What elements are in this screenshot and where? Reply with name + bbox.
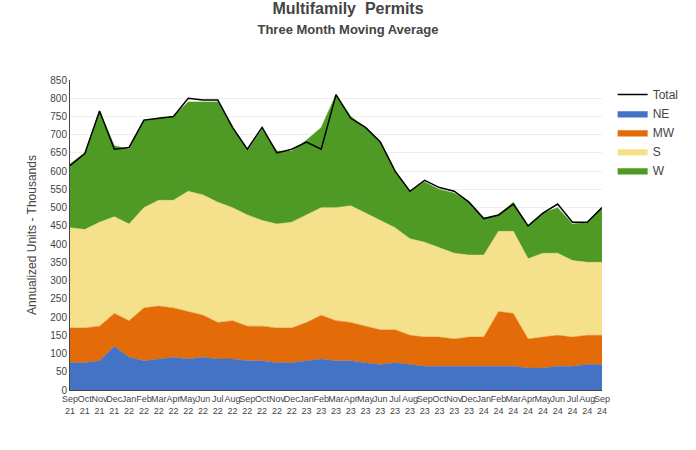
svg-text:Nov21: Nov21	[92, 394, 109, 416]
svg-text:May24: May24	[534, 394, 552, 416]
svg-text:Jun22: Jun22	[196, 394, 211, 416]
svg-text:Jun24: Jun24	[550, 394, 565, 416]
svg-text:Aug24: Aug24	[579, 394, 595, 416]
svg-text:350: 350	[50, 257, 67, 268]
svg-text:Dec21: Dec21	[106, 394, 123, 416]
svg-text:100: 100	[50, 348, 67, 359]
svg-text:Total: Total	[653, 88, 678, 102]
svg-text:450: 450	[50, 220, 67, 231]
svg-text:Oct21: Oct21	[78, 394, 93, 416]
svg-text:150: 150	[50, 330, 67, 341]
svg-text:Mar22: Mar22	[151, 394, 167, 416]
svg-text:300: 300	[50, 275, 67, 286]
svg-text:Nov22: Nov22	[269, 394, 286, 416]
svg-text:MW: MW	[653, 126, 675, 140]
svg-text:500: 500	[50, 202, 67, 213]
svg-text:Feb24: Feb24	[491, 394, 507, 416]
svg-text:400: 400	[50, 239, 67, 250]
svg-text:650: 650	[50, 147, 67, 158]
svg-text:850: 850	[50, 75, 67, 86]
svg-text:Jul22: Jul22	[212, 394, 224, 416]
svg-text:700: 700	[50, 129, 67, 140]
svg-text:Jan23: Jan23	[299, 394, 314, 416]
svg-text:50: 50	[56, 366, 68, 377]
svg-text:Mar24: Mar24	[506, 394, 522, 416]
svg-text:250: 250	[50, 293, 67, 304]
svg-text:750: 750	[50, 111, 67, 122]
svg-text:Jan22: Jan22	[122, 394, 137, 416]
svg-text:Apr23: Apr23	[344, 394, 358, 416]
svg-text:NE: NE	[653, 107, 670, 121]
svg-text:0: 0	[61, 385, 67, 396]
svg-text:Sep21: Sep21	[62, 394, 78, 416]
svg-text:S: S	[653, 145, 661, 159]
svg-text:200: 200	[50, 312, 67, 323]
svg-text:Annualized Units - Thousands: Annualized Units - Thousands	[25, 155, 39, 315]
svg-text:800: 800	[50, 93, 67, 104]
svg-text:550: 550	[50, 184, 67, 195]
svg-text:Mar23: Mar23	[328, 394, 344, 416]
svg-text:May22: May22	[180, 394, 198, 416]
svg-text:Sep23: Sep23	[417, 394, 433, 416]
svg-text:Sep24: Sep24	[594, 394, 610, 416]
svg-text:May23: May23	[357, 394, 375, 416]
svg-text:Aug22: Aug22	[225, 394, 241, 416]
svg-text:Multifamily PermitsThree Mont: Multifamily PermitsThree Month Moving Av…	[257, 0, 438, 37]
svg-text:Apr22: Apr22	[166, 394, 180, 416]
svg-text:Apr24: Apr24	[521, 394, 535, 416]
svg-text:Dec22: Dec22	[284, 394, 301, 416]
svg-text:Oct22: Oct22	[255, 394, 270, 416]
svg-text:Jul23: Jul23	[389, 394, 401, 416]
svg-text:W: W	[653, 164, 665, 178]
svg-text:Jul24: Jul24	[567, 394, 579, 416]
svg-text:Sep22: Sep22	[239, 394, 255, 416]
svg-text:Feb22: Feb22	[136, 394, 152, 416]
svg-text:Jun23: Jun23	[373, 394, 388, 416]
svg-text:Aug23: Aug23	[402, 394, 418, 416]
svg-text:Oct23: Oct23	[432, 394, 447, 416]
svg-text:Dec23: Dec23	[461, 394, 478, 416]
svg-text:Feb23: Feb23	[313, 394, 329, 416]
svg-text:Nov23: Nov23	[446, 394, 463, 416]
svg-text:Jan24: Jan24	[477, 394, 492, 416]
svg-text:600: 600	[50, 166, 67, 177]
